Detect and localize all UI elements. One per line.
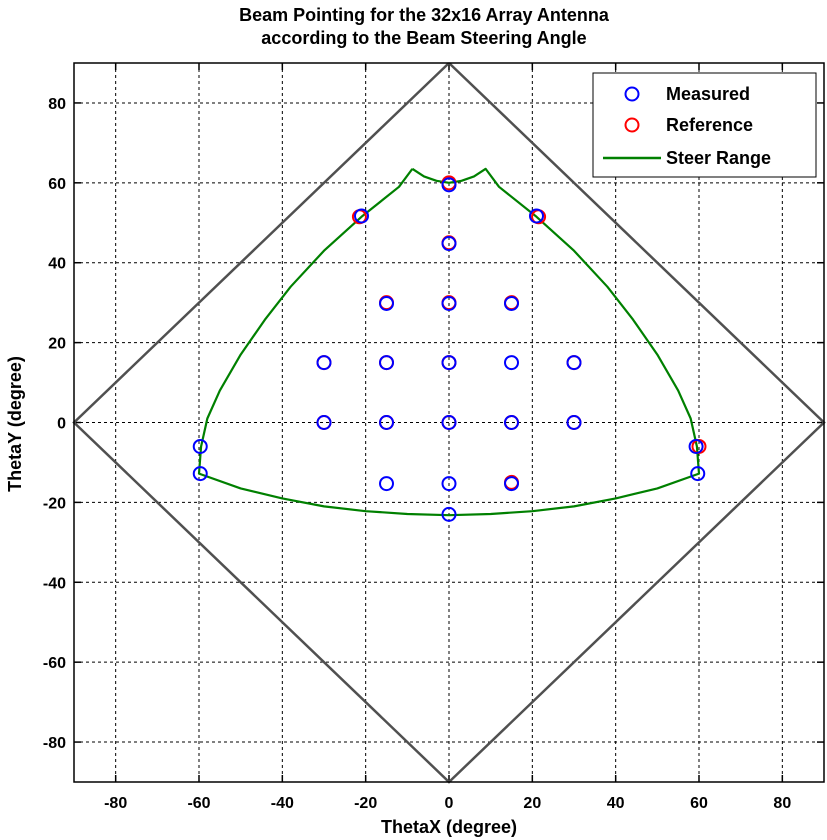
measured-point-17 (192, 438, 208, 454)
measured-point-4 (379, 295, 394, 311)
measured-point-22 (441, 476, 457, 492)
plot-frame (73, 62, 825, 783)
measured-point-9 (441, 355, 457, 371)
y-tick-label-0: -80 (43, 735, 66, 752)
steer-range-line (197, 167, 701, 517)
chart-title-line-2: according to the Beam Steering Angle (261, 28, 586, 48)
measured-point-13 (379, 415, 394, 430)
measured-point-6 (504, 295, 519, 311)
y-axis-label: ThetaY (degree) (5, 356, 25, 492)
measured-point-24 (441, 506, 457, 522)
x-tick-label-1: -60 (187, 795, 210, 812)
legend-marker-measured (624, 86, 640, 102)
x-tick-labels: -80 -60 -40 -20 0 20 40 60 80 (104, 795, 791, 812)
measured-point-19 (192, 466, 208, 482)
x-tick-label-6: 40 (607, 795, 625, 812)
measured-point-7 (316, 355, 332, 371)
legend-box (592, 72, 817, 178)
measured-point-18 (688, 438, 704, 454)
series-points (192, 175, 707, 522)
y-tick-labels: -80 -60 -40 -20 0 20 40 60 80 (43, 96, 66, 752)
y-tick-label-5: 20 (48, 336, 66, 353)
x-axis-label: ThetaX (degree) (381, 817, 517, 837)
chart-title-line-1: Beam Pointing for the 32x16 Array Antenn… (239, 5, 610, 25)
measured-point-10 (504, 355, 519, 371)
x-tick-label-2: -40 (271, 795, 294, 812)
measured-point-8 (379, 355, 394, 371)
measured-point-1 (354, 208, 369, 224)
x-tick-label-8: 80 (773, 795, 791, 812)
y-tick-label-3: -20 (43, 495, 66, 512)
y-tick-label-7: 60 (48, 176, 66, 193)
measured-point-20 (690, 466, 706, 482)
x-tick-label-5: 20 (523, 795, 541, 812)
x-tick-label-7: 60 (690, 795, 708, 812)
measured-point-21 (379, 476, 394, 492)
measured-point-3 (441, 236, 457, 252)
measured-point-12 (316, 415, 332, 430)
measured-point-2 (529, 208, 544, 224)
x-tick-label-3: -20 (354, 795, 377, 812)
legend: Measured Reference Steer Range (592, 72, 817, 178)
y-tick-label-2: -40 (43, 575, 66, 592)
legend-label-steer-range: Steer Range (666, 148, 771, 168)
measured-point-15 (504, 415, 519, 430)
measured-point-16 (566, 415, 582, 430)
measured-point-11 (566, 355, 582, 371)
y-tick-label-8: 80 (48, 96, 66, 113)
y-tick-label-4: 0 (57, 416, 66, 433)
measured-point-5 (441, 295, 457, 311)
x-tick-label-0: -80 (104, 795, 127, 812)
measured-point-0 (441, 177, 457, 193)
measured-point-14 (441, 415, 457, 430)
tick-marks (74, 63, 824, 782)
measured-point-23 (504, 476, 519, 492)
y-tick-label-6: 40 (48, 256, 66, 273)
x-tick-label-4: 0 (445, 795, 454, 812)
legend-label-reference: Reference (666, 115, 753, 135)
legend-marker-reference (624, 117, 640, 133)
legend-label-measured: Measured (666, 84, 750, 104)
y-tick-label-1: -60 (43, 655, 66, 672)
